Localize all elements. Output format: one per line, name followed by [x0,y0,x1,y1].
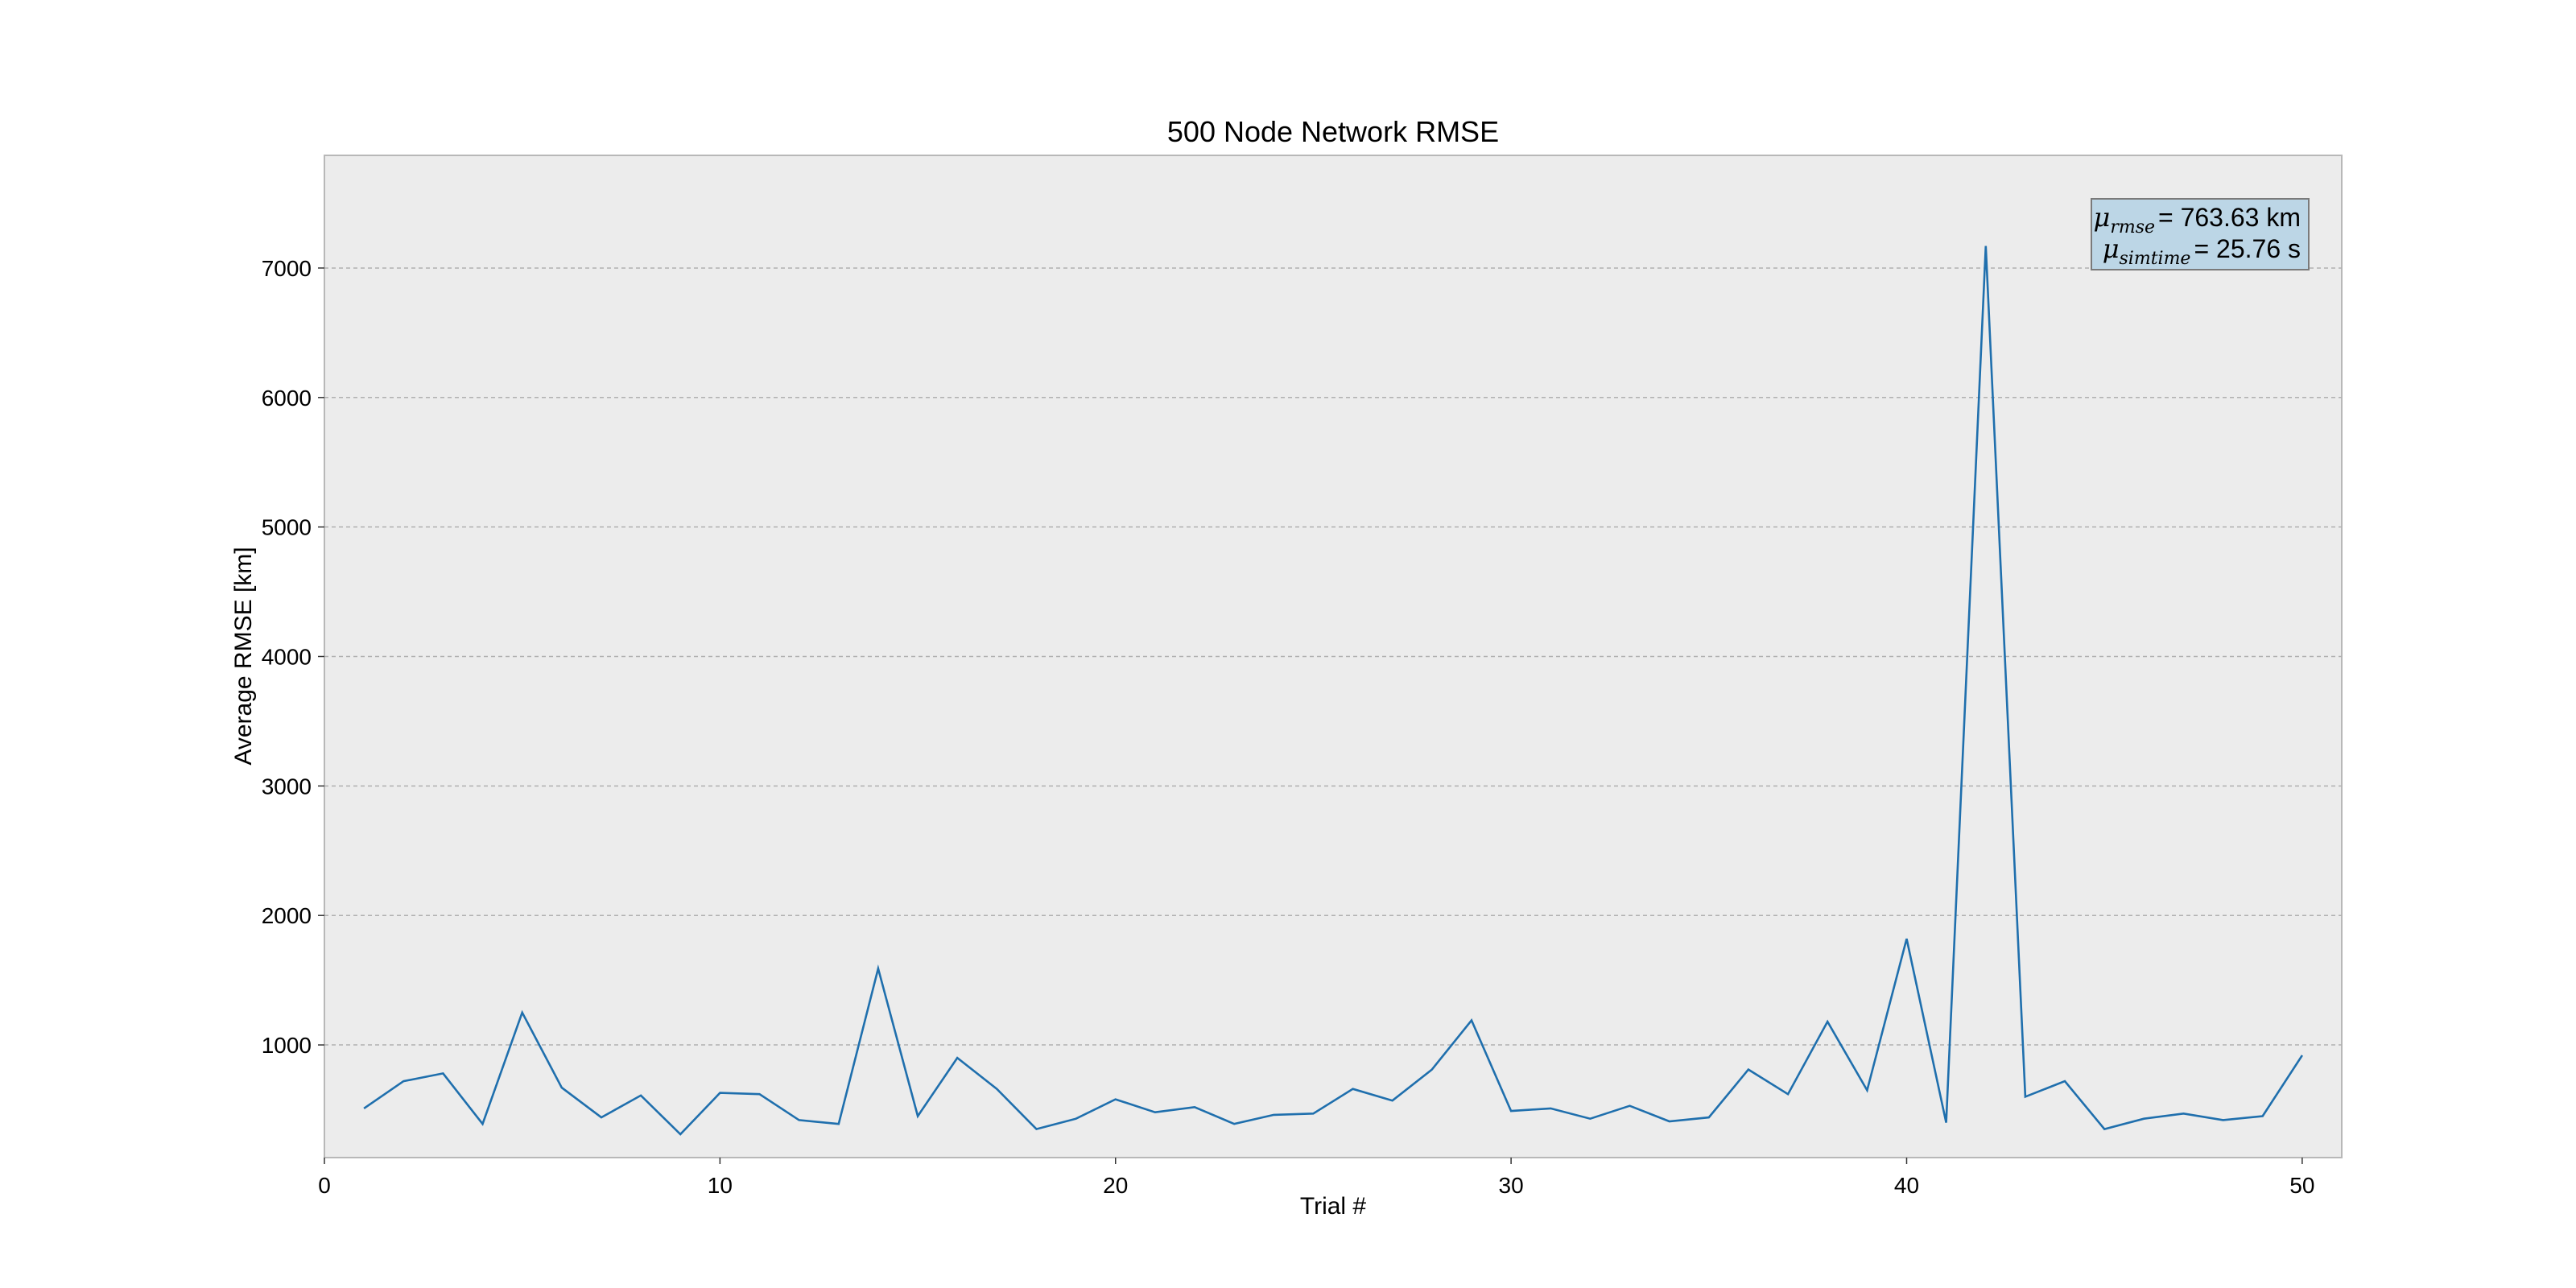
y-tick-label: 2000 [262,903,312,928]
y-axis: 1000 2000 3000 4000 5000 6000 7000 [262,256,324,1058]
y-tick-label: 3000 [262,774,312,799]
y-tick-label: 1000 [262,1033,312,1058]
y-tick-label: 7000 [262,256,312,281]
chart-title: 500 Node Network RMSE [1167,115,1499,148]
y-tick-label: 4000 [262,645,312,670]
series-line [363,246,2303,1136]
rmse-stat: μrmse = 763.63 km [2094,202,2301,237]
x-tick-label: 50 [2289,1173,2314,1198]
y-tick-label: 5000 [262,515,312,540]
stats-annotation: μrmse = 763.63 km μsimtime = 25.76 s [2091,198,2310,270]
x-axis: 0 10 20 30 40 50 [318,1158,2314,1198]
grid-lines [324,267,2342,1046]
x-tick-label: 30 [1499,1173,1524,1198]
x-axis-label: Trial # [1300,1193,1367,1220]
simtime-stat: μsimtime = 25.76 s [2103,233,2301,269]
annotation-box [2091,198,2310,270]
x-tick-label: 40 [1894,1173,1919,1198]
y-tick-label: 6000 [262,386,312,411]
x-tick-label: 20 [1103,1173,1128,1198]
x-tick-label: 0 [318,1173,331,1198]
x-tick-label: 10 [708,1173,733,1198]
y-axis-label: Average RMSE [km] [230,547,257,765]
